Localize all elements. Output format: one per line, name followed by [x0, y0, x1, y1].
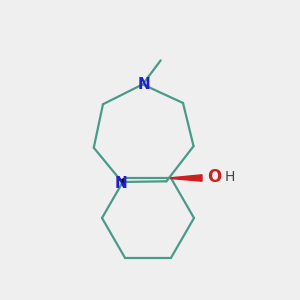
Text: O: O: [207, 168, 221, 186]
Text: N: N: [137, 77, 150, 92]
Text: N: N: [115, 176, 128, 190]
Text: H: H: [225, 170, 235, 184]
Polygon shape: [171, 175, 202, 181]
